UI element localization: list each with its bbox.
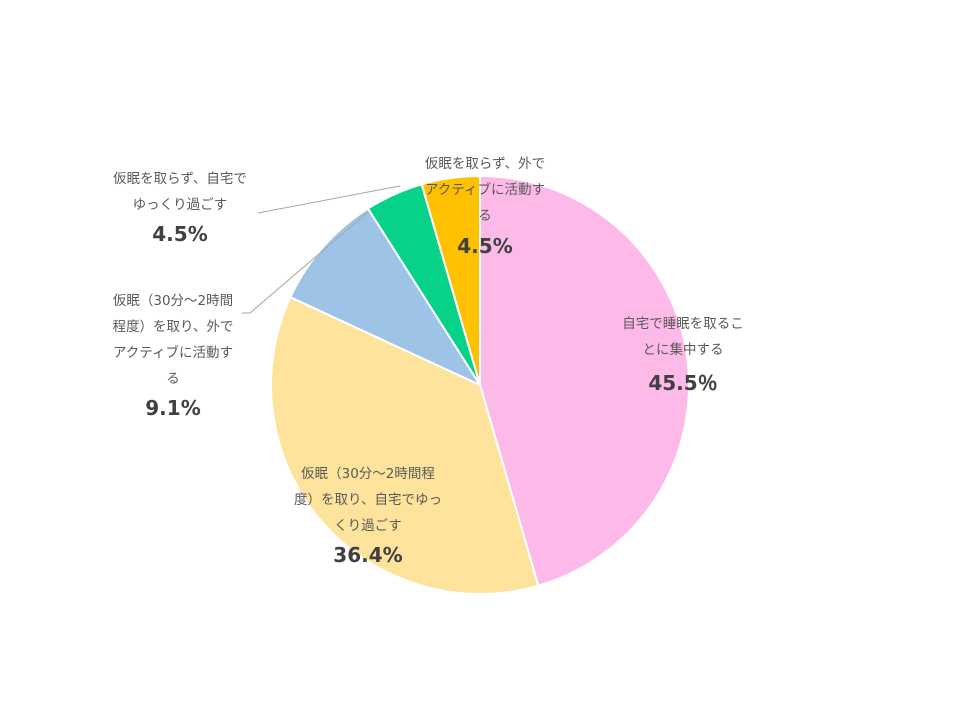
slice-category-label: ゆっくり過ごす [133,197,228,213]
slice-category-label: 仮眠（30分～2時間 [113,293,233,309]
slice-category-label: 度）を取り、自宅でゆっ [294,492,442,508]
slice-value-label: 45.5％ [648,371,717,395]
pie-slice-2 [289,207,481,386]
slice-category-label: る [166,371,180,387]
slice-value-label: 9.1% [145,396,200,420]
leader-line-3 [257,185,401,214]
pie-slice-0 [479,175,690,587]
slice-category-label: アクティブに活動す [425,181,545,198]
slice-category-label: 仮眠（30分～2時間程 [301,466,435,482]
slice-category-label: くり過ごす [334,518,402,534]
slice-category-label: アクティブに活動す [113,344,233,361]
slice-value-label: 36.4% [333,543,402,567]
slice-category-label: 自宅で睡眠を取るこ [622,316,744,332]
slice-value-label: 4.5% [152,222,207,246]
slice-category-label: 仮眠を取らず、外で [425,156,545,172]
pie-slice-4 [420,175,481,386]
pie-slice-1 [270,296,540,595]
slice-category-label: とに集中する [643,342,724,358]
leader-line-2 [242,211,369,314]
slice-value-label: 4.5% [457,234,512,258]
slice-category-label: 仮眠を取らず、自宅で [113,171,247,187]
slice-category-label: る [478,208,492,224]
slice-category-label: 程度）を取り、外で [113,319,234,335]
